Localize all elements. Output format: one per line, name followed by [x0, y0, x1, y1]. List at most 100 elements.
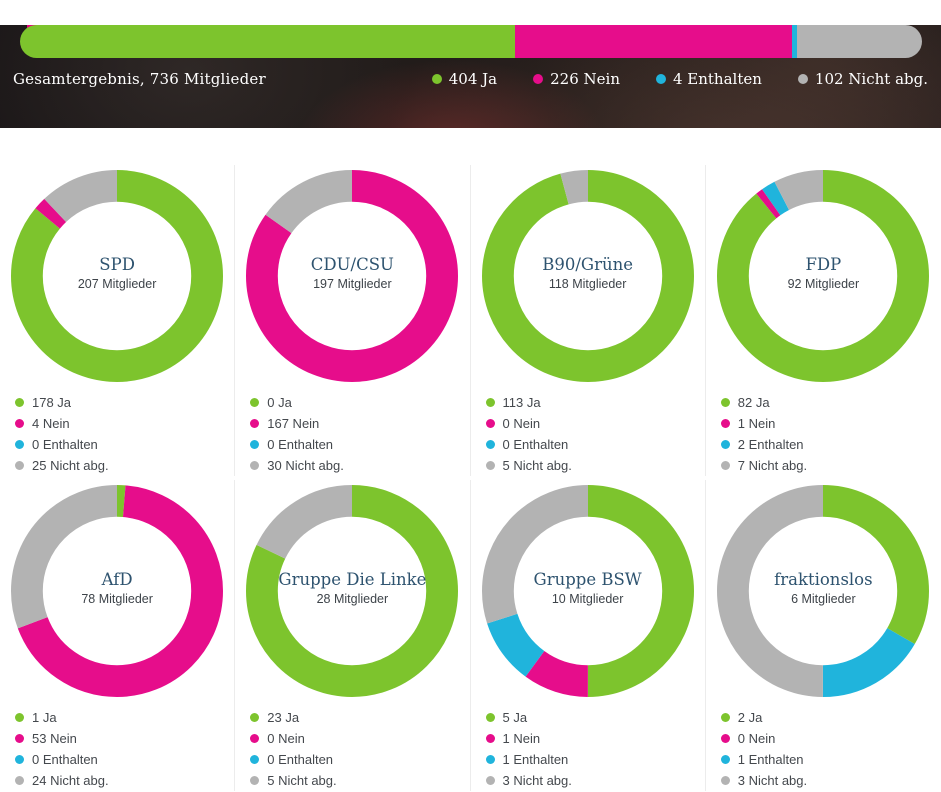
donut-segment-ja — [481, 170, 694, 382]
donut-chart: B90/Grüne 118 Mitglieder — [481, 170, 694, 382]
legend-label-nein: 53 Nein — [32, 731, 77, 746]
party-legend: 0 Ja 167 Nein 0 Enthalten 30 Nicht abg. — [245, 392, 459, 476]
legend-item-nein: 167 Nein — [250, 413, 459, 434]
bar-segment-nicht_abg — [796, 25, 922, 58]
enthalten-dot-icon — [655, 74, 666, 84]
bar-segment-ja — [20, 25, 516, 58]
donut-segment-nicht_abg — [717, 170, 930, 382]
overall-title: Gesamtergebnis, 736 Mitglieder — [13, 70, 266, 88]
nicht_abg-dot-icon — [797, 74, 808, 84]
donut-svg — [11, 170, 224, 382]
donut-chart: Gruppe Die Linke 28 Mitglieder — [246, 485, 459, 697]
donut-segment-nicht_abg — [717, 485, 930, 697]
donut-chart: AfD 78 Mitglieder — [11, 485, 224, 697]
donut-segment-nicht_abg — [246, 170, 459, 382]
donut-chart: Gruppe BSW 10 Mitglieder — [481, 485, 694, 697]
legend-label-enthalten: 0 Enthalten — [267, 437, 334, 452]
legend-label-nein: 0 Nein — [267, 731, 305, 746]
party-grid: SPD 207 Mitglieder 178 Ja 4 Nein 0 Entha… — [0, 165, 941, 791]
legend-label-enthalten: 1 Enthalten — [737, 752, 804, 767]
legend-label-ja: 113 Ja — [502, 395, 541, 410]
party-tile: AfD 78 Mitglieder 1 Ja 53 Nein 0 Enthalt… — [0, 480, 236, 791]
legend-item-ja: 82 Ja — [720, 392, 931, 413]
nicht-abg-dot-icon — [250, 776, 260, 785]
legend-label-enthalten: 0 Enthalten — [32, 437, 98, 452]
legend-item-enthalten: 0 Enthalten — [250, 749, 459, 770]
nein-dot-icon — [533, 74, 544, 84]
party-tile: Gruppe Die Linke 28 Mitglieder 23 Ja 0 N… — [235, 480, 471, 791]
enthalten-dot-icon — [250, 755, 260, 764]
bar-segment-enthalten — [792, 25, 797, 58]
nein-dot-icon — [15, 419, 24, 428]
nein-dot-icon — [720, 734, 730, 743]
bar-segment-nein — [515, 25, 793, 58]
legend-label-ja: 2 Ja — [737, 710, 763, 725]
legend-label-nicht-abg: 25 Nicht abg. — [32, 458, 109, 473]
ja-dot-icon — [720, 398, 730, 407]
party-legend: 2 Ja 0 Nein 1 Enthalten 3 Nicht abg. — [716, 707, 931, 791]
legend-label-nicht-abg: 7 Nicht abg. — [737, 458, 808, 473]
donut-segment-enthalten — [717, 485, 930, 697]
legend-item-nicht-abg: 5 Nicht abg. — [485, 455, 695, 476]
party-legend: 5 Ja 1 Nein 1 Enthalten 3 Nicht abg. — [481, 707, 695, 791]
legend-label-ja: 1 Ja — [32, 710, 57, 725]
overall-legend-item: 404 Ja — [431, 70, 498, 88]
nein-dot-icon — [485, 419, 495, 428]
nicht-abg-dot-icon — [15, 776, 24, 785]
overall-legend-label: 404 Ja — [448, 70, 498, 88]
donut-segment-nein — [11, 485, 224, 697]
legend-item-nicht-abg: 3 Nicht abg. — [485, 770, 695, 791]
legend-label-enthalten: 0 Enthalten — [267, 752, 334, 767]
legend-item-ja: 2 Ja — [720, 707, 931, 728]
legend-item-ja: 0 Ja — [250, 392, 459, 413]
legend-item-enthalten: 1 Enthalten — [720, 749, 931, 770]
overall-result-header: Gesamtergebnis, 736 Mitglieder 404 Ja 226… — [0, 25, 941, 128]
legend-item-nein: 1 Nein — [720, 413, 931, 434]
nein-dot-icon — [720, 419, 730, 428]
nicht-abg-dot-icon — [720, 776, 730, 785]
legend-label-nein: 0 Nein — [502, 416, 541, 431]
legend-item-enthalten: 0 Enthalten — [15, 434, 224, 455]
overall-legend-item: 226 Nein — [533, 70, 620, 88]
legend-item-ja: 23 Ja — [250, 707, 459, 728]
legend-label-nein: 4 Nein — [32, 416, 70, 431]
party-tile: fraktionslos 6 Mitglieder 2 Ja 0 Nein 1 … — [706, 480, 941, 791]
legend-label-nein: 167 Nein — [267, 416, 320, 431]
donut-chart: fraktionslos 6 Mitglieder — [717, 485, 930, 697]
legend-item-nein: 53 Nein — [15, 728, 224, 749]
nicht-abg-dot-icon — [250, 461, 260, 470]
ja-dot-icon — [485, 713, 495, 722]
legend-item-nicht-abg: 24 Nicht abg. — [15, 770, 224, 791]
enthalten-dot-icon — [720, 440, 730, 449]
legend-label-nein: 0 Nein — [737, 731, 776, 746]
nicht-abg-dot-icon — [485, 461, 495, 470]
overall-legend: 404 Ja 226 Nein 4 Enthalten 102 Nicht abg. — [431, 70, 928, 88]
donut-segment-nicht_abg — [246, 485, 459, 697]
legend-item-ja: 5 Ja — [485, 707, 695, 728]
legend-item-nicht-abg: 30 Nicht abg. — [250, 455, 459, 476]
party-tile: Gruppe BSW 10 Mitglieder 5 Ja 1 Nein 1 E… — [471, 480, 706, 791]
legend-item-enthalten: 0 Enthalten — [250, 434, 459, 455]
legend-item-ja: 1 Ja — [15, 707, 224, 728]
legend-label-nicht-abg: 5 Nicht abg. — [267, 773, 337, 788]
legend-label-nein: 1 Nein — [502, 731, 541, 746]
donut-segment-nicht_abg — [11, 170, 224, 382]
donut-chart: FDP 92 Mitglieder — [717, 170, 930, 382]
legend-item-nein: 0 Nein — [250, 728, 459, 749]
donut-svg — [717, 485, 930, 697]
ja-dot-icon — [15, 713, 24, 722]
legend-label-nein: 1 Nein — [737, 416, 776, 431]
nicht-abg-dot-icon — [720, 461, 730, 470]
legend-label-enthalten: 0 Enthalten — [32, 752, 98, 767]
legend-item-nicht-abg: 3 Nicht abg. — [720, 770, 931, 791]
ja-dot-icon — [250, 398, 260, 407]
nein-dot-icon — [250, 419, 260, 428]
enthalten-dot-icon — [250, 440, 260, 449]
legend-label-nicht-abg: 5 Nicht abg. — [502, 458, 572, 473]
ja-dot-icon — [485, 398, 495, 407]
legend-item-nein: 4 Nein — [15, 413, 224, 434]
nein-dot-icon — [250, 734, 260, 743]
legend-item-ja: 113 Ja — [485, 392, 695, 413]
donut-svg — [481, 485, 694, 697]
legend-label-nicht-abg: 3 Nicht abg. — [502, 773, 572, 788]
